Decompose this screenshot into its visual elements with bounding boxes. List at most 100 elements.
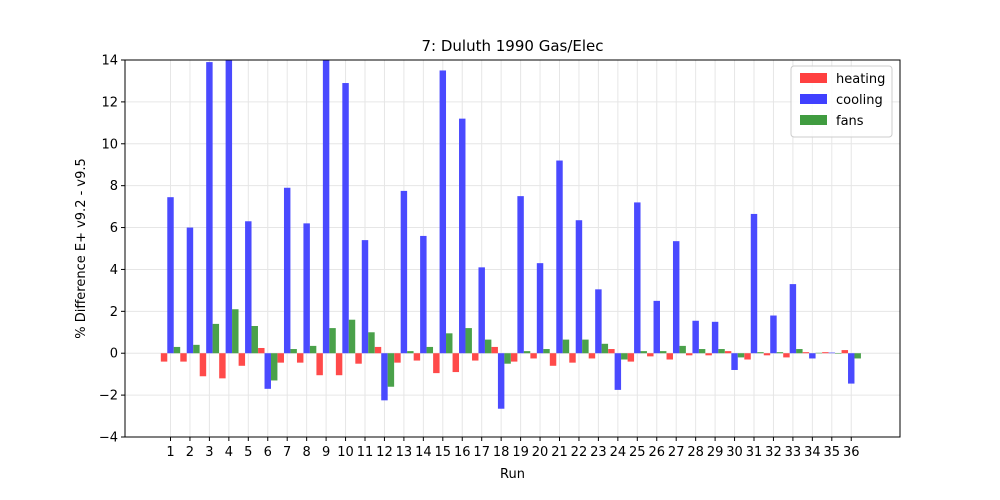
x-tick-label: 35	[824, 445, 841, 460]
x-tick-label: 2	[186, 445, 194, 460]
legend-label-fans: fans	[836, 114, 864, 129]
bar-cooling	[809, 353, 816, 359]
x-tick-label: 25	[629, 445, 646, 460]
x-tick-label: 1	[166, 445, 174, 460]
bar-cooling	[750, 213, 758, 354]
bar-fans	[270, 353, 278, 381]
bar-fans	[776, 352, 784, 354]
bar-heating	[802, 352, 810, 354]
x-tick-label: 20	[532, 445, 549, 460]
x-tick-label: 34	[804, 445, 821, 460]
bar-cooling	[848, 353, 855, 384]
x-tick-label: 33	[785, 445, 802, 460]
bar-fans	[290, 349, 297, 354]
bar-cooling	[770, 315, 777, 354]
bar-heating	[296, 353, 304, 363]
x-tick-label: 11	[357, 445, 374, 460]
bar-heating	[277, 353, 284, 363]
y-tick-label: 2	[110, 305, 118, 320]
bar-fans	[329, 328, 336, 354]
bar-heating	[374, 346, 382, 354]
bar-heating	[199, 353, 207, 377]
bar-cooling	[536, 263, 544, 354]
bar-cooling	[731, 353, 738, 370]
bar-cooling	[225, 60, 233, 354]
x-tick-label: 10	[337, 445, 354, 460]
x-tick-label: 24	[610, 445, 627, 460]
bar-heating	[394, 353, 401, 363]
x-tick-label: 32	[765, 445, 782, 460]
y-tick-label: 0	[110, 347, 118, 362]
plot-frame	[124, 59, 901, 438]
x-tick-label: 28	[687, 445, 704, 460]
bar-cooling	[478, 267, 485, 354]
bar-fans	[523, 351, 531, 354]
bar-heating	[822, 352, 829, 354]
bar-heating	[355, 353, 362, 364]
bar-cooling	[653, 300, 660, 354]
x-tick-label: 8	[303, 445, 311, 460]
x-tick-label: 36	[843, 445, 860, 460]
bar-fans	[212, 323, 220, 354]
x-tick-label: 31	[746, 445, 763, 460]
bar-fans	[679, 345, 686, 354]
x-tick-label: 21	[551, 445, 568, 460]
bar-cooling	[459, 118, 466, 354]
bar-heating	[258, 347, 265, 354]
bar-fans	[698, 349, 706, 354]
bar-heating	[841, 350, 849, 354]
x-tick-label: 18	[493, 445, 510, 460]
bar-cooling	[322, 60, 330, 354]
x-tick-label: 14	[415, 445, 432, 460]
y-axis: −4 −2 0 2 4 6 8 10 12 14	[99, 54, 125, 446]
bar-cooling	[264, 353, 271, 389]
bar-cooling	[245, 221, 252, 354]
bar-cooling	[614, 353, 622, 390]
x-tick-label: 15	[435, 445, 452, 460]
legend-swatch-cooling	[800, 94, 827, 104]
bar-fans	[796, 349, 803, 354]
bar-fans	[757, 352, 764, 354]
x-tick-label: 3	[205, 445, 213, 460]
x-tick-label: 5	[244, 445, 252, 460]
y-tick-label: 12	[101, 95, 118, 110]
y-tick-label: 4	[110, 263, 118, 278]
bar-heating	[530, 353, 537, 359]
bar-cooling	[789, 284, 797, 354]
bar-cooling	[556, 160, 563, 354]
x-tick-label: 6	[264, 445, 272, 460]
x-tick-label: 19	[512, 445, 529, 460]
bar-fans	[640, 351, 647, 354]
bar-heating	[160, 353, 168, 362]
x-tick-label: 17	[473, 445, 490, 460]
bar-heating	[472, 353, 479, 361]
bar-fans	[718, 349, 725, 354]
bar-fans	[407, 351, 414, 354]
x-tick-label: 7	[283, 445, 291, 460]
bar-cooling	[672, 241, 680, 354]
bar-heating	[569, 353, 576, 363]
bar-heating	[238, 353, 246, 366]
bar-fans	[621, 353, 628, 360]
bar-cooling	[283, 187, 291, 354]
bar-fans	[368, 332, 375, 354]
bar-cooling	[711, 321, 719, 354]
bar-cooling	[342, 83, 349, 354]
bar-heating	[705, 353, 712, 356]
x-tick-label: 12	[376, 445, 393, 460]
bar-fans	[835, 353, 842, 354]
bar-cooling	[575, 220, 583, 354]
x-tick-label: 29	[707, 445, 724, 460]
bar-heating	[763, 353, 771, 356]
bar-cooling	[595, 289, 602, 354]
x-tick-label: 27	[668, 445, 685, 460]
bar-fans	[543, 349, 550, 354]
bar-fans	[348, 319, 356, 354]
bar-cooling	[828, 352, 836, 354]
y-tick-label: 10	[101, 137, 118, 152]
y-tick-label: −2	[99, 389, 118, 404]
x-tick-label: 4	[225, 445, 233, 460]
bar-cooling	[361, 240, 369, 354]
bar-cooling	[497, 353, 505, 409]
